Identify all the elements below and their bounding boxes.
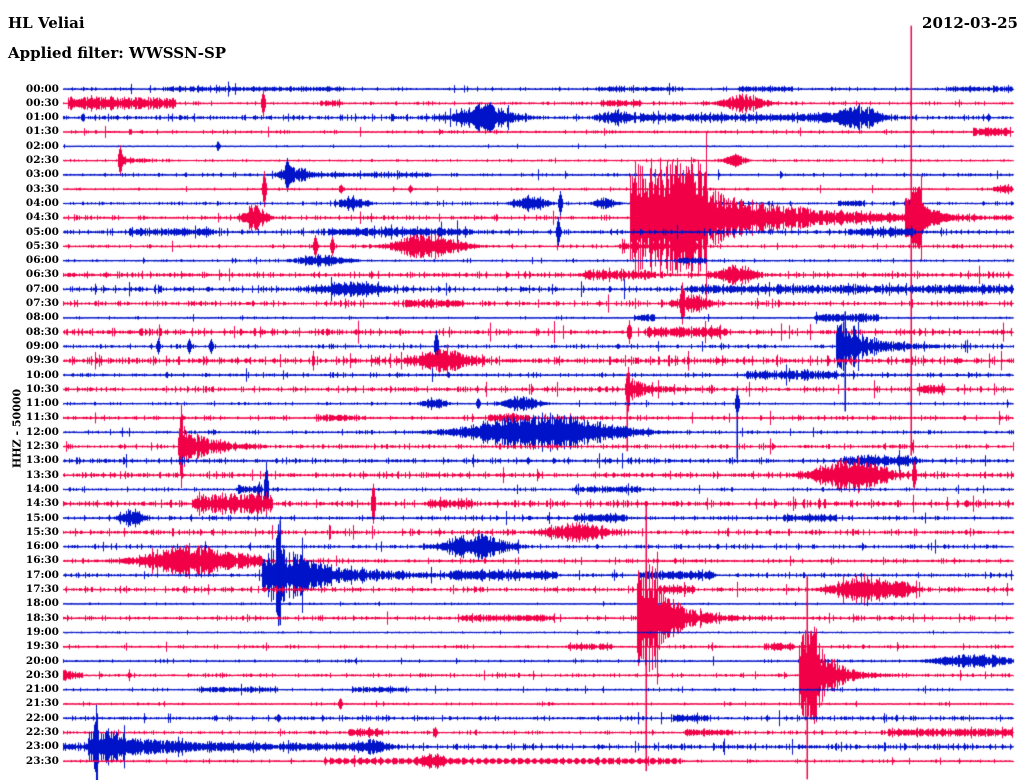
time-label-08:00: 08:00	[25, 311, 59, 324]
time-label-22:00: 22:00	[25, 711, 59, 724]
time-label-02:00: 02:00	[25, 139, 59, 152]
time-label-08:30: 08:30	[25, 325, 59, 338]
time-label-12:00: 12:00	[25, 425, 59, 438]
time-label-15:00: 15:00	[25, 511, 59, 524]
time-label-21:30: 21:30	[25, 697, 59, 710]
time-label-19:00: 19:00	[25, 625, 59, 638]
time-label-14:00: 14:00	[25, 482, 59, 495]
time-label-01:30: 01:30	[25, 125, 59, 138]
time-label-05:30: 05:30	[25, 239, 59, 252]
time-label-09:30: 09:30	[25, 354, 59, 367]
time-label-21:00: 21:00	[25, 683, 59, 696]
time-label-12:30: 12:30	[25, 440, 59, 452]
time-label-11:00: 11:00	[25, 397, 59, 410]
time-label-14:30: 14:30	[25, 497, 59, 510]
time-label-22:30: 22:30	[25, 726, 59, 738]
time-label-18:00: 18:00	[25, 597, 59, 610]
time-label-20:00: 20:00	[25, 654, 59, 667]
time-label-15:30: 15:30	[25, 525, 59, 538]
time-label-02:30: 02:30	[25, 154, 59, 166]
time-label-13:00: 13:00	[25, 454, 59, 467]
time-label-06:00: 06:00	[25, 254, 59, 267]
time-label-16:00: 16:00	[25, 540, 59, 553]
time-label-18:30: 18:30	[25, 611, 59, 624]
time-label-04:30: 04:30	[25, 211, 59, 224]
time-label-17:30: 17:30	[25, 583, 59, 595]
time-label-05:00: 05:00	[25, 225, 59, 238]
time-label-11:30: 11:30	[25, 411, 59, 424]
time-label-09:00: 09:00	[25, 339, 59, 352]
time-label-17:00: 17:00	[25, 568, 59, 581]
time-label-20:30: 20:30	[25, 668, 59, 681]
time-label-23:30: 23:30	[25, 754, 59, 767]
time-label-10:00: 10:00	[25, 368, 59, 381]
time-label-19:30: 19:30	[25, 640, 59, 653]
time-label-03:30: 03:30	[25, 182, 59, 195]
time-label-16:30: 16:30	[25, 554, 59, 567]
time-label-06:30: 06:30	[25, 268, 59, 281]
time-label-10:30: 10:30	[25, 382, 59, 395]
time-label-23:00: 23:00	[25, 740, 59, 753]
time-label-04:00: 04:00	[25, 196, 59, 209]
time-label-07:00: 07:00	[25, 282, 59, 295]
time-label-01:00: 01:00	[25, 111, 59, 124]
time-label-03:00: 03:00	[25, 168, 59, 181]
time-label-00:00: 00:00	[25, 82, 59, 95]
time-label-07:30: 07:30	[25, 297, 59, 309]
time-label-00:30: 00:30	[25, 96, 59, 109]
time-label-13:30: 13:30	[25, 468, 59, 481]
